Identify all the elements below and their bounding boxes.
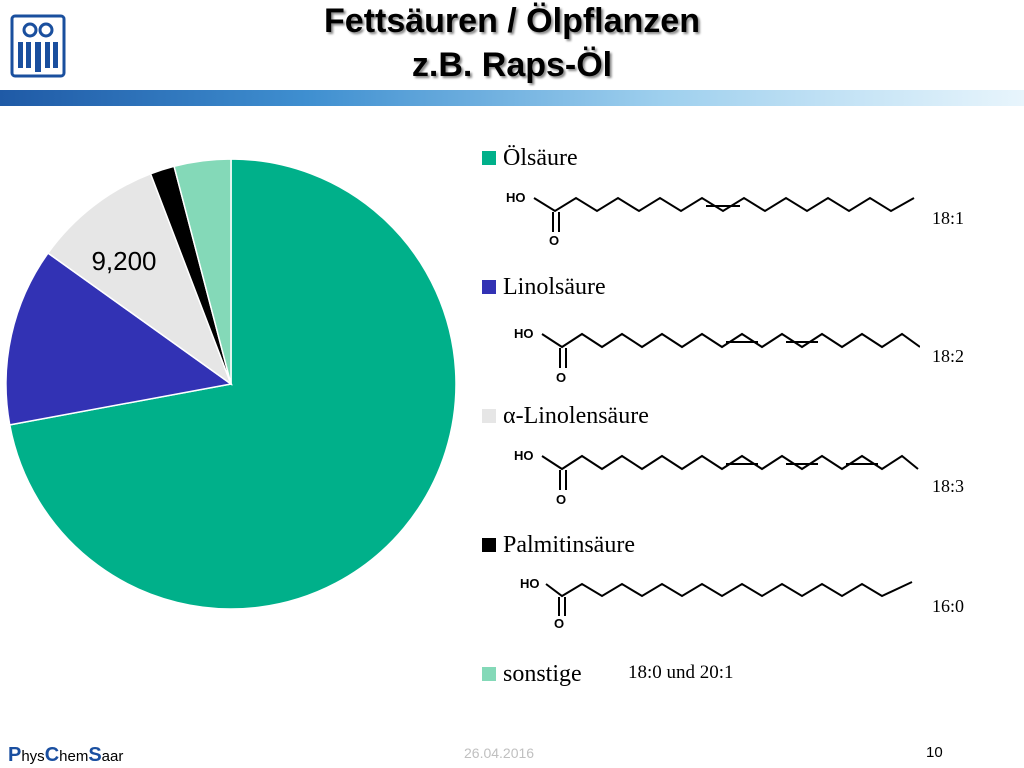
brand-c: C	[44, 744, 60, 766]
oleic-acid-structure: HO O	[506, 190, 915, 248]
pie-data-label: 9,200	[91, 246, 156, 276]
page-number: 10	[926, 744, 943, 761]
oxygen-label: O	[554, 616, 564, 631]
pie-slice-ölsäure	[8, 158, 457, 610]
university-owl-logo-icon	[10, 14, 66, 78]
oxygen-label: O	[556, 370, 566, 385]
legend-swatch	[482, 151, 496, 165]
legend-label: sonstige	[503, 661, 582, 687]
legend-swatch	[482, 538, 496, 552]
oxygen-label: O	[549, 233, 559, 248]
legend-label: α-Linolensäure	[503, 403, 649, 429]
pie-slice-linolsäure	[5, 252, 233, 426]
pie-chart: 9,200	[5, 158, 457, 610]
hydroxyl-label: HO	[506, 190, 526, 205]
legend-swatch	[482, 667, 496, 681]
legend-label: Palmitinsäure	[503, 532, 635, 558]
brand-s: S	[88, 744, 102, 766]
legend-label: Linolsäure	[503, 274, 606, 300]
slide-title-line1: Fettsäuren / Ölpflanzen	[324, 2, 700, 40]
hydroxyl-label: HO	[514, 448, 534, 463]
slide-title-line2: z.B. Raps-Öl	[411, 46, 613, 84]
palmitic-acid-structure: HO O	[520, 576, 913, 631]
linoleic-acid-structure: HO O	[514, 326, 920, 385]
ratio-label: 18:1	[932, 208, 965, 228]
ratio-label: 18:3	[932, 476, 965, 496]
legend-swatch	[482, 409, 496, 423]
pie-slice-sonstige	[173, 158, 232, 385]
brand-hys: hys	[21, 748, 45, 765]
hydroxyl-label: HO	[520, 576, 540, 591]
footer-date: 26.04.2016	[464, 745, 535, 761]
legend-swatch	[482, 280, 496, 294]
pie-slice--linolensäure	[46, 172, 233, 387]
ratio-label: 18:2	[932, 346, 965, 366]
hydroxyl-label: HO	[514, 326, 534, 341]
title-gradient-bar	[0, 90, 1024, 106]
footer-brand: PhysChemSaar	[8, 744, 123, 767]
sonstige-note: 18:0 und 20:1	[628, 662, 734, 683]
brand-p: P	[8, 744, 22, 766]
legend-label: Ölsäure	[503, 145, 578, 171]
alpha-linolenic-acid-structure: HO O	[514, 448, 919, 507]
brand-hem: hem	[59, 748, 89, 765]
brand-aar: aar	[101, 748, 124, 765]
oxygen-label: O	[556, 492, 566, 507]
ratio-label: 16:0	[932, 596, 965, 616]
